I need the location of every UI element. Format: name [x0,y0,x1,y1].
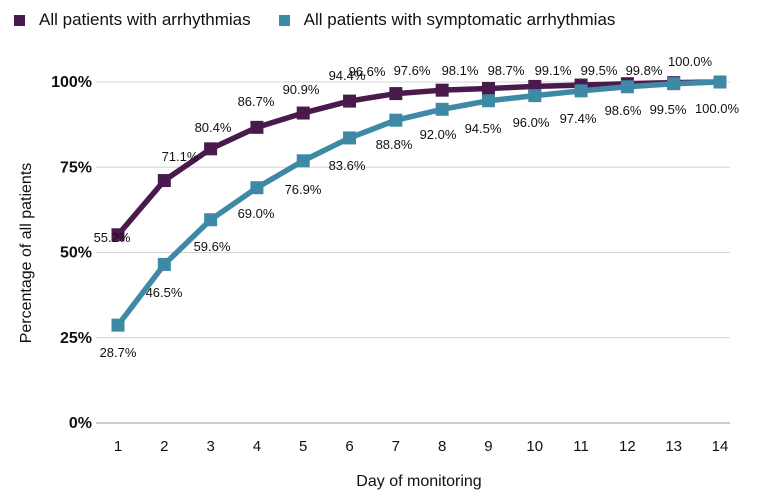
data-point-symptomatic [528,89,542,103]
data-point-symptomatic [389,113,403,127]
data-point-symptomatic [250,181,264,195]
y-tick-label: 75% [60,159,92,176]
x-tick-label: 4 [253,438,261,455]
series-line-symptomatic [115,79,723,328]
data-point-arrhythmias [157,174,171,188]
data-label-symptomatic: 98.6% [605,103,642,118]
y-axis-title: Percentage of all patients [18,163,35,344]
data-label-arrhythmias: 94.4% [329,68,366,83]
data-point-arrhythmias [111,228,125,242]
x-tick-label: 8 [438,438,446,455]
data-point-arrhythmias [481,81,495,95]
data-label-arrhythmias: 99.8% [626,63,663,78]
data-label-symptomatic: 92.0% [420,127,457,142]
data-label-symptomatic: 69.0% [238,206,275,221]
x-tick-label: 6 [345,438,353,455]
x-tick-label: 11 [573,438,589,455]
legend-swatch-symptomatic [278,14,290,26]
data-label-arrhythmias: 99.1% [535,63,572,78]
data-label-arrhythmias: 97.6% [394,63,431,78]
y-tick-label: 50% [60,245,92,262]
data-label-symptomatic: 59.6% [194,239,231,254]
data-point-symptomatic [111,318,125,332]
data-label-symptomatic: 28.7% [100,345,137,360]
data-label-arrhythmias: 55.2% [94,230,131,245]
data-point-arrhythmias [389,87,403,101]
x-tick-label: 14 [712,438,729,455]
data-point-symptomatic [157,257,171,271]
x-tick-label: 13 [665,438,682,455]
data-label-arrhythmias: 100.0% [668,54,713,69]
data-label-symptomatic: 96.0% [513,115,550,130]
data-point-arrhythmias [435,83,449,97]
data-label-symptomatic: 97.4% [560,111,597,126]
data-label-symptomatic: 100.0% [695,101,740,116]
data-point-symptomatic [296,154,310,168]
series-line-arrhythmias [115,79,723,238]
data-point-symptomatic [343,131,357,145]
x-tick-label: 10 [526,438,543,455]
data-label-arrhythmias: 99.5% [581,63,618,78]
data-label-symptomatic: 94.5% [465,121,502,136]
x-tick-label: 1 [114,438,122,455]
x-tick-label: 12 [619,438,636,455]
data-label-arrhythmias: 98.1% [442,63,479,78]
data-label-arrhythmias: 71.1% [162,149,199,164]
data-label-symptomatic: 46.5% [146,285,183,300]
x-tick-label: 5 [299,438,307,455]
data-label-symptomatic: 99.5% [650,102,687,117]
data-point-arrhythmias [250,120,264,134]
data-point-symptomatic [435,102,449,116]
x-tick-label: 3 [206,438,214,455]
data-point-arrhythmias [296,106,310,120]
x-axis-title: Day of monitoring [356,473,481,490]
data-label-symptomatic: 88.8% [376,137,413,152]
data-label-symptomatic: 76.9% [285,182,322,197]
legend-label-symptomatic: All patients with symptomatic arrhythmia… [303,10,616,29]
data-label-symptomatic: 83.6% [329,158,366,173]
y-tick-label: 100% [51,74,92,91]
data-point-symptomatic [620,80,634,94]
data-label-arrhythmias: 86.7% [238,94,275,109]
x-tick-label: 7 [392,438,400,455]
x-tick-label: 2 [160,438,168,455]
data-point-symptomatic [667,77,681,91]
data-label-arrhythmias: 96.6% [349,64,386,79]
data-label-arrhythmias: 80.4% [195,120,232,135]
data-point-arrhythmias [204,142,218,156]
chart-legend: All patients with arrhythmias All patien… [14,9,643,31]
legend-item-arrhythmias: All patients with arrhythmias [14,10,251,30]
data-point-symptomatic [204,213,218,227]
x-tick-label: 9 [484,438,492,455]
data-label-arrhythmias: 90.9% [283,82,320,97]
legend-swatch-arrhythmias [14,14,25,26]
data-point-symptomatic [574,84,588,98]
legend-item-symptomatic: All patients with symptomatic arrhythmia… [278,10,616,30]
legend-label-arrhythmias: All patients with arrhythmias [39,10,251,29]
y-tick-label: 25% [60,330,92,347]
y-tick-label: 0% [69,415,92,432]
data-point-symptomatic [713,75,727,89]
data-point-symptomatic [481,94,495,108]
data-label-arrhythmias: 98.7% [488,63,525,78]
data-point-arrhythmias [343,94,357,108]
